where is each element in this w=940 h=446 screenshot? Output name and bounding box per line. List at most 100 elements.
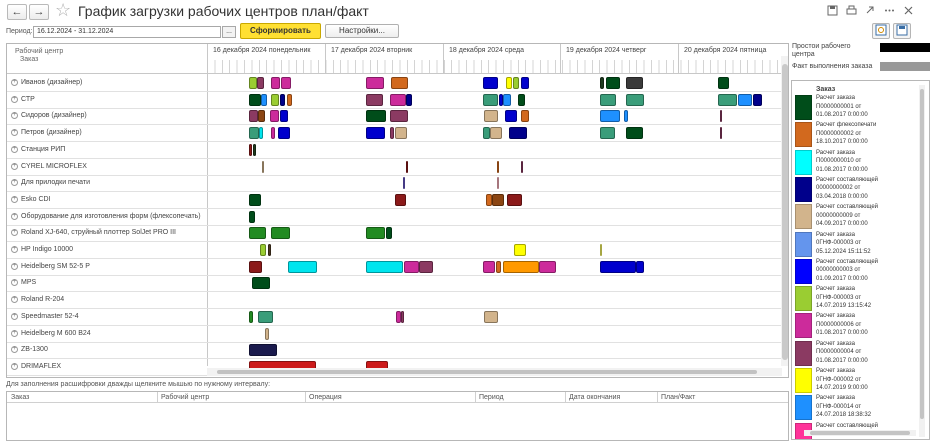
gantt-bar[interactable]	[626, 127, 643, 140]
gantt-bar[interactable]	[503, 93, 511, 106]
gantt-bar[interactable]	[600, 77, 604, 89]
gantt-bar[interactable]	[506, 77, 512, 89]
gantt-bar[interactable]	[396, 310, 401, 323]
gantt-bar[interactable]	[249, 127, 259, 140]
gantt-bar[interactable]	[366, 93, 383, 106]
gantt-bar[interactable]	[249, 93, 261, 106]
details-table[interactable]: Заказ Рабочий центр Операция Период Дата…	[6, 391, 789, 441]
gantt-bar[interactable]	[403, 177, 405, 190]
gantt-row[interactable]: + CYREL MICROFLEX	[7, 159, 782, 176]
gantt-bar[interactable]	[390, 127, 394, 140]
gantt-bar[interactable]	[626, 93, 644, 106]
legend-vertical-scrollbar[interactable]	[919, 85, 925, 437]
legend-item[interactable]: Расчет составляющей 00000000002 от 03.04…	[795, 176, 917, 204]
gantt-bar[interactable]	[265, 327, 269, 340]
gantt-bar[interactable]	[718, 77, 729, 89]
gantt-row[interactable]: + MPS	[7, 275, 782, 293]
gantt-bar[interactable]	[490, 127, 502, 140]
gantt-bar[interactable]	[484, 110, 498, 123]
gantt-row[interactable]: + Оборудование для изготовления форм (фле…	[7, 209, 782, 226]
gantt-bar[interactable]	[521, 77, 529, 89]
gantt-bar[interactable]	[600, 127, 615, 140]
expand-icon[interactable]: +	[11, 195, 18, 203]
horizontal-scroll-thumb[interactable]	[217, 370, 757, 374]
favorite-star-icon[interactable]: ☆	[55, 0, 72, 20]
gantt-bar[interactable]	[281, 77, 291, 89]
gantt-bar[interactable]	[391, 77, 408, 89]
generate-button[interactable]: Сформировать	[240, 23, 321, 39]
expand-icon[interactable]: +	[11, 179, 18, 187]
legend-item[interactable]: Расчет составляющей 00000000003 от 01.09…	[795, 258, 917, 286]
horizontal-scrollbar[interactable]	[207, 368, 782, 376]
expand-icon[interactable]: +	[11, 112, 18, 120]
gantt-bar[interactable]	[249, 344, 277, 357]
gantt-bar[interactable]	[270, 110, 279, 123]
period-select-button[interactable]: ...	[222, 26, 236, 38]
gantt-bar[interactable]	[509, 127, 527, 140]
gantt-bar[interactable]	[497, 160, 499, 173]
gantt-bar[interactable]	[419, 260, 433, 273]
gantt-bar[interactable]	[521, 160, 523, 173]
legend-item[interactable]: Расчет заказа П0000000006 от 01.08.2017 …	[795, 312, 917, 340]
gantt-bar[interactable]	[366, 110, 386, 123]
gantt-row[interactable]: + Станция РИП	[7, 142, 782, 159]
gantt-row[interactable]: + Для прилодки печати	[7, 175, 782, 193]
gantt-bar[interactable]	[505, 110, 517, 123]
expand-icon[interactable]: +	[11, 362, 18, 370]
gantt-bar[interactable]	[401, 310, 404, 323]
gantt-bar[interactable]	[271, 227, 290, 240]
gantt-bar[interactable]	[257, 77, 264, 89]
legend-item[interactable]: Расчет заказа 0ГНФ-000014 от 24.07.2018 …	[795, 394, 917, 422]
period-input[interactable]: 16.12.2024 - 31.12.2024	[33, 26, 221, 38]
gantt-bar[interactable]	[499, 93, 503, 106]
gantt-bar[interactable]	[624, 110, 628, 123]
gantt-bar[interactable]	[720, 110, 722, 123]
gantt-bar[interactable]	[600, 260, 636, 273]
gantt-bar[interactable]	[406, 160, 408, 173]
gantt-bar[interactable]	[486, 193, 492, 206]
gantt-bar[interactable]	[287, 93, 292, 106]
gantt-bar[interactable]	[521, 110, 529, 123]
gantt-bar[interactable]	[249, 110, 258, 123]
more-icon[interactable]	[883, 5, 895, 17]
expand-icon[interactable]: +	[11, 229, 18, 237]
back-button[interactable]: ←	[7, 4, 27, 20]
vertical-scrollbar[interactable]	[781, 56, 788, 366]
gantt-row[interactable]: + Иванов (дизайнер)	[7, 75, 782, 92]
gantt-bar[interactable]	[249, 143, 252, 156]
gantt-bar[interactable]	[271, 77, 280, 89]
gantt-bar[interactable]	[483, 127, 490, 140]
expand-icon[interactable]: +	[11, 262, 18, 270]
gantt-row[interactable]: + Roland R-204	[7, 292, 782, 310]
gantt-bar[interactable]	[386, 227, 392, 240]
legend-hscroll-thumb[interactable]	[810, 431, 910, 435]
gantt-bar[interactable]	[249, 260, 262, 273]
gantt-bar[interactable]	[390, 93, 406, 106]
gantt-bar[interactable]	[280, 110, 288, 123]
gantt-bar[interactable]	[278, 127, 290, 140]
gantt-bar[interactable]	[606, 77, 620, 89]
gantt-bar[interactable]	[268, 244, 271, 256]
gantt-bar[interactable]	[492, 193, 504, 206]
link-icon[interactable]	[864, 5, 876, 17]
legend-scroll-thumb[interactable]	[920, 89, 924, 419]
gantt-bar[interactable]	[258, 110, 265, 123]
gantt-bar[interactable]	[271, 93, 279, 106]
expand-icon[interactable]: +	[11, 145, 18, 153]
gantt-bar[interactable]	[518, 93, 525, 106]
gantt-bar[interactable]	[406, 93, 412, 106]
gantt-bar[interactable]	[507, 193, 522, 206]
gantt-bar[interactable]	[253, 143, 256, 156]
gantt-bar[interactable]	[366, 227, 385, 240]
report-settings-icon[interactable]	[872, 23, 890, 39]
expand-icon[interactable]: +	[11, 212, 18, 220]
gantt-row[interactable]: + Esko CDI	[7, 192, 782, 209]
gantt-bar[interactable]	[252, 277, 270, 290]
legend-item[interactable]: Расчет флексопечати П0000000002 от 18.10…	[795, 121, 917, 149]
gantt-bar[interactable]	[249, 210, 255, 223]
gantt-bar[interactable]	[600, 110, 620, 123]
gantt-bar[interactable]	[271, 127, 275, 140]
gantt-bar[interactable]	[366, 77, 384, 89]
gantt-bar[interactable]	[260, 244, 266, 256]
gantt-bar[interactable]	[484, 310, 498, 323]
